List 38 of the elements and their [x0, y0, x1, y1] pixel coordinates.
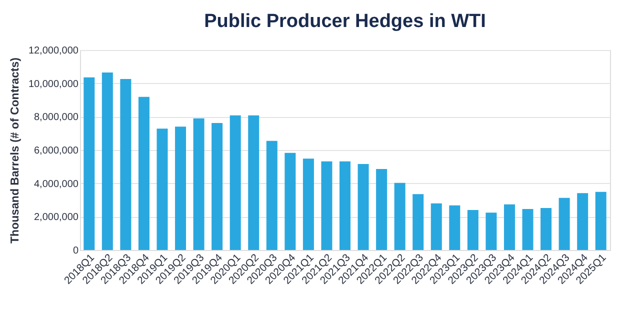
bar [340, 161, 350, 250]
bar [175, 126, 186, 250]
y-tick-label: 6,000,000 [34, 146, 79, 156]
bar [449, 205, 460, 250]
bar [102, 72, 113, 250]
bar [321, 161, 332, 250]
bar [230, 115, 241, 250]
bar [504, 204, 515, 250]
bar [156, 128, 168, 250]
bar [577, 193, 588, 250]
bar [266, 140, 278, 250]
bar [212, 123, 223, 250]
bar [376, 169, 388, 250]
y-tick-label: 10,000,000 [28, 78, 79, 90]
y-axis-title: Thousand Barrels (# of Contracts) [9, 57, 22, 244]
bar [302, 158, 314, 250]
y-tick-label: 2,000,000 [34, 212, 79, 224]
bar [412, 194, 424, 250]
bar [248, 115, 260, 250]
y-tick-label: 8,000,000 [34, 112, 79, 124]
y-tick-label: 0 [72, 246, 79, 256]
bar [467, 210, 478, 250]
bar [284, 152, 296, 250]
bar [358, 164, 369, 250]
bar [486, 212, 497, 250]
bar [138, 96, 150, 250]
bar [595, 192, 606, 250]
y-tick-label: 4,000,000 [34, 178, 79, 190]
bar [120, 79, 132, 250]
bar [193, 118, 204, 250]
bar [540, 208, 552, 250]
chart-title: Public Producer Hedges in WTI [204, 11, 486, 32]
bar [558, 198, 570, 250]
bar [394, 182, 406, 250]
y-tick-label: 12,000,000 [28, 46, 79, 56]
bar [84, 77, 95, 250]
bar [430, 203, 442, 250]
bar [522, 209, 534, 250]
